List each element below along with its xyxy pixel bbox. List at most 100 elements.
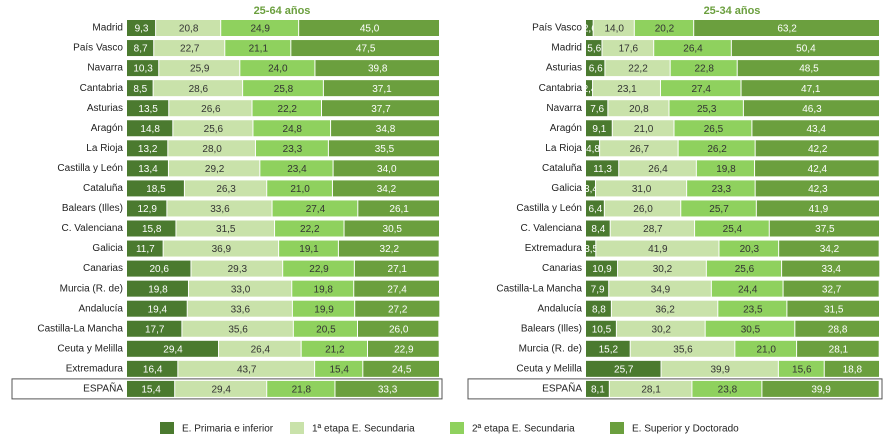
value-label: 24,5 xyxy=(392,364,412,375)
bar-segment xyxy=(787,300,879,317)
bar-segment xyxy=(586,120,612,137)
category-label: La Rioja xyxy=(86,143,123,154)
value-label: 20,8 xyxy=(179,24,199,35)
value-label: 35,5 xyxy=(375,144,395,155)
value-label: 46,3 xyxy=(802,104,822,115)
bar-segment xyxy=(252,100,321,117)
bar-segment xyxy=(167,200,272,217)
value-label: 25,7 xyxy=(709,204,729,215)
bar-segment xyxy=(127,360,178,377)
bar-segment xyxy=(240,60,315,77)
value-label: 24,8 xyxy=(283,124,303,135)
bar-segment xyxy=(678,140,755,157)
value-label: 23,4 xyxy=(287,164,307,175)
value-label: 20,6 xyxy=(150,264,170,275)
bar-segment xyxy=(127,160,168,177)
value-label: 25,4 xyxy=(723,224,743,235)
value-label: 21,0 xyxy=(290,184,310,195)
value-label: 33,6 xyxy=(231,304,251,315)
category-label: Murcia (R. de) xyxy=(519,343,582,354)
value-label: 25,6 xyxy=(735,264,755,275)
bar-segment xyxy=(127,380,175,397)
value-label: 31,5 xyxy=(216,224,236,235)
value-label: 39,9 xyxy=(811,385,831,396)
value-label: 26,0 xyxy=(389,324,409,335)
value-label: 22,2 xyxy=(300,224,320,235)
bar-segment xyxy=(674,120,752,137)
category-label: Castilla y León xyxy=(516,203,582,214)
value-label: 24,0 xyxy=(268,64,288,75)
value-label: 16,4 xyxy=(143,364,163,375)
bar-segment xyxy=(127,140,168,157)
bar-segment xyxy=(154,40,225,57)
value-label: 48,5 xyxy=(799,64,819,75)
value-label: 14,8 xyxy=(140,124,160,135)
bar-segment xyxy=(127,40,154,57)
value-label: 25,8 xyxy=(274,84,294,95)
value-label: 31,5 xyxy=(824,304,844,315)
bar-segment xyxy=(586,180,595,197)
value-label: 8,8 xyxy=(592,304,606,315)
value-label: 36,2 xyxy=(655,304,675,315)
value-label: 25,6 xyxy=(204,124,224,135)
value-label: 24,9 xyxy=(250,24,270,35)
category-label: Castilla y León xyxy=(57,163,123,174)
value-label: 11,7 xyxy=(136,244,155,255)
bar-segment xyxy=(586,160,619,177)
bar-segment xyxy=(127,260,191,277)
value-label: 26,3 xyxy=(216,184,236,195)
category-label: Navarra xyxy=(87,63,123,74)
bar-segment xyxy=(586,40,602,57)
value-label: 13,2 xyxy=(138,144,158,155)
bar-segment xyxy=(586,300,611,317)
value-label: 12,9 xyxy=(137,204,157,215)
bar-segment xyxy=(602,40,654,57)
value-label: 7,6 xyxy=(590,104,604,115)
category-label: ESPAÑA xyxy=(83,382,123,395)
bar-segment xyxy=(586,340,630,357)
chart-title: 25-64 años xyxy=(254,5,311,17)
value-label: 20,2 xyxy=(655,24,675,35)
bar-segment xyxy=(661,360,778,377)
value-label: 43,4 xyxy=(806,124,826,135)
category-label: La Rioja xyxy=(545,143,582,154)
value-label: 32,7 xyxy=(822,284,842,295)
value-label: 10,9 xyxy=(592,264,612,275)
value-label: 35,6 xyxy=(228,324,248,335)
bar-segment xyxy=(191,260,283,277)
bar-segment xyxy=(328,140,439,157)
value-label: 21,8 xyxy=(292,385,312,396)
value-label: 26,4 xyxy=(683,44,703,55)
bar-segment xyxy=(221,20,299,36)
category-label: Balears (Illes) xyxy=(62,203,123,214)
category-label: ESPAÑA xyxy=(542,382,582,395)
bar-segment xyxy=(797,340,879,357)
bar-segment xyxy=(618,260,706,277)
value-label: 37,7 xyxy=(371,104,391,115)
value-label: 47,1 xyxy=(801,84,821,95)
bar-segment xyxy=(293,320,357,337)
value-label: 39,9 xyxy=(710,364,730,375)
bar-segment xyxy=(755,140,879,157)
value-label: 21,0 xyxy=(756,344,776,355)
legend-swatch xyxy=(290,422,304,434)
value-label: 29,2 xyxy=(205,164,225,175)
bar-segment xyxy=(127,100,169,117)
bar-segment xyxy=(604,200,681,217)
value-label: 15,4 xyxy=(141,385,161,396)
bar-segment xyxy=(783,280,879,297)
bar-segment xyxy=(681,200,756,217)
bar-segment xyxy=(616,320,705,337)
value-label: 31,0 xyxy=(632,184,652,195)
bar-segment xyxy=(824,360,879,377)
category-label: Asturias xyxy=(546,63,582,74)
bar-segment xyxy=(586,220,610,237)
bar-segment xyxy=(586,200,604,217)
legend-label: 1ª etapa E. Secundaria xyxy=(312,424,415,435)
bar-segment xyxy=(225,40,291,57)
bar-segment xyxy=(184,180,267,197)
value-label: 23,3 xyxy=(283,144,303,155)
bar-segment xyxy=(586,320,616,337)
value-label: 26,1 xyxy=(389,204,409,215)
bar-segment xyxy=(609,280,711,297)
